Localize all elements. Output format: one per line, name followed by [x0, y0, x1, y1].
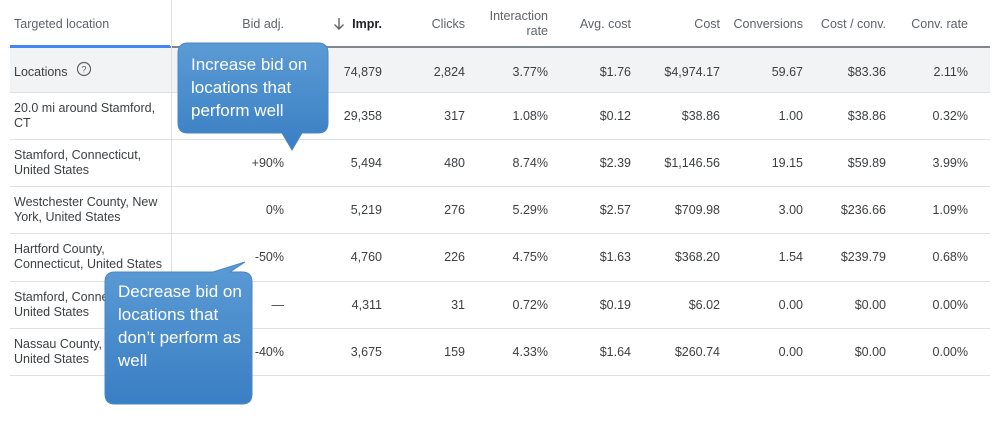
table-cell: $0.00 — [854, 344, 886, 359]
table-cell: 317 — [444, 108, 465, 123]
table-cell: 4.33% — [512, 344, 548, 359]
table-cell: 159 — [444, 344, 465, 359]
table-cell: 226 — [444, 249, 465, 264]
svg-text:?: ? — [81, 65, 86, 75]
sort-arrow — [334, 18, 344, 30]
table-cell: $239.79 — [840, 249, 886, 264]
table-cell: 4.75% — [512, 249, 548, 264]
table-cell: 31 — [451, 297, 465, 312]
callout-bubble — [104, 261, 253, 405]
column-header: Cost — [694, 16, 720, 31]
table-cell: 5.29% — [512, 202, 548, 217]
column-header: Avg. cost — [579, 16, 631, 31]
table-cell: -50% — [254, 249, 284, 264]
table-cell: 59.67 — [771, 64, 803, 79]
table-cell: 480 — [444, 155, 465, 170]
table-cell: -40% — [254, 344, 284, 359]
row-divider — [10, 186, 990, 187]
table-cell: $38.86 — [847, 108, 886, 123]
table-cell: 1.08% — [512, 108, 548, 123]
column-selected-underline — [10, 45, 170, 48]
table-cell: $4,974.17 — [664, 64, 720, 79]
location-name: Westchester County, New York, United Sta… — [14, 195, 158, 224]
callout-bubble — [177, 42, 329, 151]
column-header: Conversions — [733, 16, 803, 31]
table-cell: 0.68% — [932, 249, 968, 264]
table-cell: $1.76 — [599, 64, 631, 79]
table-cell: 1.00 — [778, 108, 803, 123]
help-icon[interactable]: ? — [76, 61, 92, 77]
table-cell: 0.00 — [778, 344, 803, 359]
table-cell: 0% — [265, 202, 284, 217]
column-divider — [171, 0, 172, 375]
table-cell: $1,146.56 — [664, 155, 720, 170]
row-divider — [10, 375, 990, 376]
table-cell: 0.72% — [512, 297, 548, 312]
column-header: Conv. rate — [911, 16, 968, 31]
column-header: Targeted location — [14, 16, 110, 31]
table-cell: 4,311 — [351, 297, 382, 312]
table-cell: 0.00% — [932, 297, 968, 312]
column-header: Clicks — [431, 16, 465, 31]
summary-row-bg — [10, 48, 990, 92]
table-cell: 19.15 — [771, 155, 803, 170]
location-name: Stamford, Connecticut, United States — [14, 148, 142, 177]
row-divider — [10, 92, 990, 93]
table-cell: $260.74 — [674, 344, 720, 359]
table-cell: 0.00 — [778, 297, 803, 312]
column-header: Impr. — [352, 16, 382, 31]
table-cell: 0.32% — [932, 108, 968, 123]
table-cell: $1.64 — [599, 344, 631, 359]
table-cell: 8.74% — [512, 155, 548, 170]
table-cell: $6.02 — [688, 297, 720, 312]
table-cell: $0.00 — [854, 297, 886, 312]
table-cell: 74,879 — [343, 64, 382, 79]
table-cell: 0.00% — [932, 344, 968, 359]
row-divider — [10, 281, 990, 282]
table-cell: 2,824 — [433, 64, 465, 79]
location-name: Hartford County, Connecticut, United Sta… — [14, 242, 162, 271]
table-cell: 3.99% — [932, 155, 968, 170]
table-cell: — — [271, 297, 285, 312]
row-divider — [10, 233, 990, 234]
table-cell: $709.98 — [674, 202, 720, 217]
table-cell: 2.11% — [933, 64, 968, 79]
table-cell: $236.66 — [840, 202, 886, 217]
callout-text: Decrease bid on locations that don’t per… — [118, 282, 242, 370]
location-name: 20.0 mi around Stamford, CT — [14, 101, 156, 130]
column-header: Cost / conv. — [820, 16, 886, 31]
table-cell: 3.77% — [512, 64, 548, 79]
table-cell: $38.86 — [681, 108, 720, 123]
table-cell: $0.12 — [599, 108, 631, 123]
table-cell: $0.19 — [599, 297, 631, 312]
table-cell: $1.63 — [599, 249, 631, 264]
header-border — [10, 46, 990, 48]
column-header: Interaction rate — [489, 9, 548, 38]
table-cell: 3,675 — [350, 344, 382, 359]
table-cell: 29,358 — [343, 108, 382, 123]
table-cell: +90% — [251, 155, 284, 170]
column-header: Bid adj. — [242, 16, 284, 31]
table-cell: 5,219 — [350, 202, 382, 217]
row-divider — [10, 328, 990, 329]
table-cell: 1.54 — [778, 249, 803, 264]
table-cell: 5,494 — [350, 155, 382, 170]
table-cell: $2.39 — [599, 155, 631, 170]
location-name: Locations — [14, 64, 68, 79]
table-cell: $83.36 — [847, 64, 886, 79]
table-cell: $368.20 — [674, 249, 720, 264]
table-cell: $2.57 — [599, 202, 631, 217]
table-cell: 4,760 — [350, 249, 382, 264]
table-cell: 276 — [444, 202, 465, 217]
table-cell: $59.89 — [847, 155, 886, 170]
callout-text: Increase bid on locations that perform w… — [191, 55, 308, 120]
table-cell: 1.09% — [932, 202, 968, 217]
row-divider — [10, 139, 990, 140]
table-cell: 3.00 — [778, 202, 803, 217]
